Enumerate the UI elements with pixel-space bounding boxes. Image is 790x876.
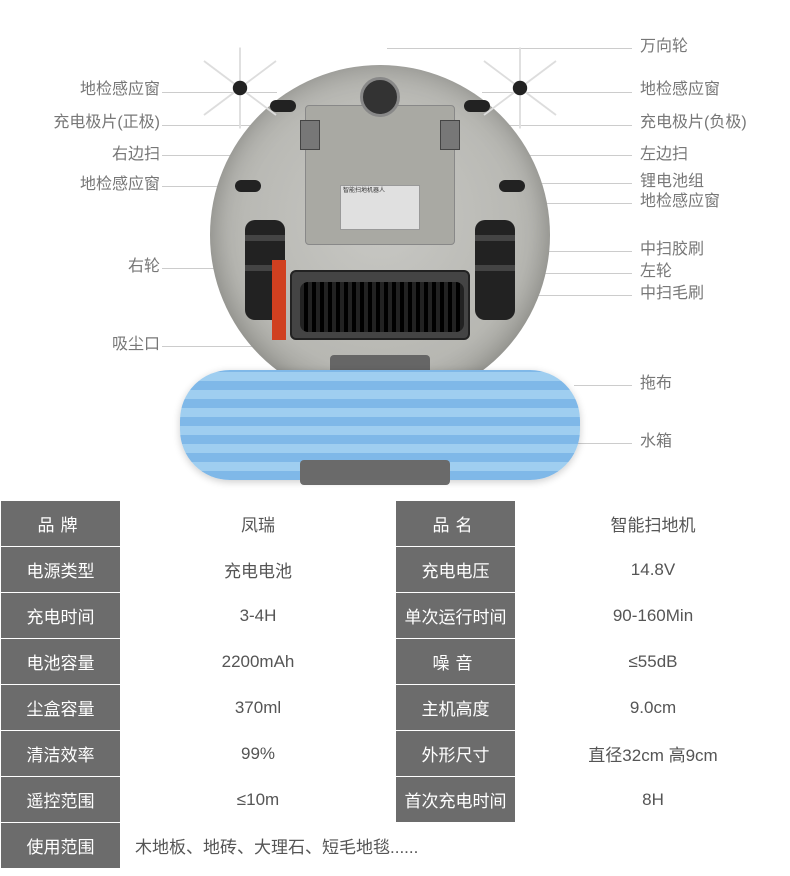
spec-label: 遥控范围 xyxy=(1,777,121,823)
callout-right: 地检感应窗 xyxy=(620,192,790,211)
spec-value: 8H xyxy=(516,777,790,823)
callout-right: 中扫胶刷 xyxy=(620,240,790,259)
warning-label xyxy=(272,260,286,340)
table-row: 遥控范围≤10m首次充电时间8H xyxy=(1,777,790,823)
spec-value: ≤55dB xyxy=(516,639,790,685)
spec-label: 电源类型 xyxy=(1,547,121,593)
spec-table: 品牌凤瑞品名智能扫地机电源类型充电电池充电电压14.8V充电时间3-4H单次运行… xyxy=(0,500,790,869)
robot-diagram: 地检感应窗充电极片(正极)右边扫地检感应窗右轮吸尘口 万向轮地检感应窗充电极片(… xyxy=(0,0,790,500)
spec-label: 主机高度 xyxy=(396,685,516,731)
spec-label: 首次充电时间 xyxy=(396,777,516,823)
callout-left: 充电极片(正极) xyxy=(0,113,160,132)
spec-label: 单次运行时间 xyxy=(396,593,516,639)
spec-label: 噪音 xyxy=(396,639,516,685)
spec-label: 充电电压 xyxy=(396,547,516,593)
spec-value: 370ml xyxy=(121,685,396,731)
spec-label: 外形尺寸 xyxy=(396,731,516,777)
callout-left: 地检感应窗 xyxy=(0,175,160,194)
spec-label: 电池容量 xyxy=(1,639,121,685)
spec-sticker: 智能扫地机器人 xyxy=(340,185,420,230)
callout-right: 充电极片(负极) xyxy=(620,113,790,132)
charging-contact-pos xyxy=(300,120,320,150)
spec-value: 9.0cm xyxy=(516,685,790,731)
spec-label: 品名 xyxy=(396,501,516,547)
spec-value: 14.8V xyxy=(516,547,790,593)
spec-value: 充电电池 xyxy=(121,547,396,593)
callout-right: 水箱 xyxy=(620,432,790,451)
sticker-title: 智能扫地机器人 xyxy=(343,188,385,194)
callout-right: 拖布 xyxy=(620,374,790,393)
side-brush-left xyxy=(475,43,565,133)
water-tank xyxy=(300,460,450,485)
callout-right: 左边扫 xyxy=(620,145,790,164)
callout-line xyxy=(574,385,632,386)
table-row: 充电时间3-4H单次运行时间90-160Min xyxy=(1,593,790,639)
spec-value: ≤10m xyxy=(121,777,396,823)
table-row: 尘盒容量370ml主机高度9.0cm xyxy=(1,685,790,731)
main-brush-housing xyxy=(290,270,470,340)
robot-underside: 智能扫地机器人 xyxy=(210,65,550,405)
table-row: 清洁效率99%外形尺寸直径32cm 高9cm xyxy=(1,731,790,777)
cliff-sensor xyxy=(235,180,261,192)
spec-label: 充电时间 xyxy=(1,593,121,639)
callout-left: 右边扫 xyxy=(0,145,160,164)
spec-label: 尘盒容量 xyxy=(1,685,121,731)
spec-value: 凤瑞 xyxy=(121,501,396,547)
spec-value: 90-160Min xyxy=(516,593,790,639)
spec-value: 2200mAh xyxy=(121,639,396,685)
table-row: 使用范围木地板、地砖、大理石、短毛地毯...... xyxy=(1,823,790,869)
table-row: 品牌凤瑞品名智能扫地机 xyxy=(1,501,790,547)
spec-value: 木地板、地砖、大理石、短毛地毯...... xyxy=(121,823,790,869)
callout-left: 吸尘口 xyxy=(0,335,160,354)
cliff-sensor xyxy=(499,180,525,192)
side-brush-right xyxy=(195,43,285,133)
caster-wheel xyxy=(360,77,400,117)
callout-left: 右轮 xyxy=(0,257,160,276)
callout-right: 万向轮 xyxy=(620,37,790,56)
callout-right: 中扫毛刷 xyxy=(620,284,790,303)
table-row: 电池容量2200mAh噪音≤55dB xyxy=(1,639,790,685)
spec-value: 智能扫地机 xyxy=(516,501,790,547)
spec-value: 直径32cm 高9cm xyxy=(516,731,790,777)
table-row: 电源类型充电电池充电电压14.8V xyxy=(1,547,790,593)
callout-right: 左轮 xyxy=(620,262,790,281)
callout-left: 地检感应窗 xyxy=(0,80,160,99)
spec-label: 使用范围 xyxy=(1,823,121,869)
spec-label: 清洁效率 xyxy=(1,731,121,777)
left-wheel xyxy=(475,220,515,320)
callout-right: 地检感应窗 xyxy=(620,80,790,99)
spec-label: 品牌 xyxy=(1,501,121,547)
main-brush-roller xyxy=(300,282,464,332)
spec-value: 3-4H xyxy=(121,593,396,639)
callout-right: 锂电池组 xyxy=(620,172,790,191)
charging-contact-neg xyxy=(440,120,460,150)
spec-value: 99% xyxy=(121,731,396,777)
